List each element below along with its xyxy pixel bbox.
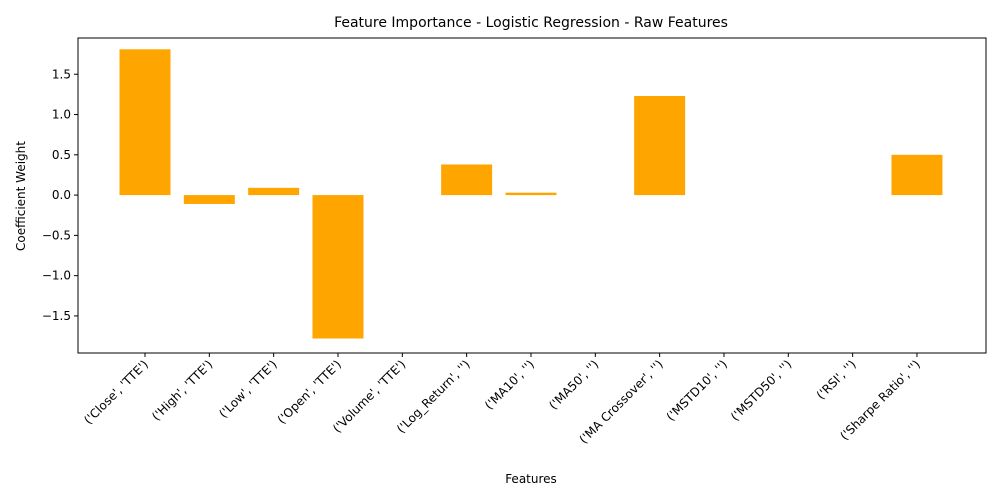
x-tick-label: ('MSTD10', '') <box>664 357 730 423</box>
bar-12 <box>891 154 943 196</box>
y-tick-label: 1.0 <box>52 108 71 122</box>
bar-1 <box>183 195 235 204</box>
y-tick-label: 0.5 <box>52 148 71 162</box>
x-tick-label: ('Low', 'TTE') <box>216 357 280 421</box>
y-axis-label: Coefficient Weight <box>14 141 28 251</box>
x-tick-label: ('MA10', '') <box>482 357 537 412</box>
chart-title: Feature Importance - Logistic Regression… <box>334 15 728 31</box>
y-tick-label: −1.0 <box>42 269 71 283</box>
bar-0 <box>119 49 171 196</box>
bars-group <box>119 49 943 339</box>
bar-5 <box>441 164 493 196</box>
x-tick-label: ('High', 'TTE') <box>149 357 215 423</box>
y-tick-label: 1.5 <box>52 67 71 81</box>
x-tick-label: ('Open', 'TTE') <box>275 357 344 426</box>
y-tick-label: −0.5 <box>42 228 71 242</box>
x-axis-label: Features <box>505 472 557 486</box>
x-axis: ('Close', 'TTE')('High', 'TTE') ('Low', '… <box>81 353 923 446</box>
x-tick-label: ('Close', 'TTE') <box>81 357 151 427</box>
y-tick-label: −1.5 <box>42 309 71 323</box>
x-tick-label: ('MA50', '') <box>546 357 601 412</box>
bar-3 <box>312 195 364 339</box>
bar-8 <box>634 96 686 196</box>
y-tick-label: 0.0 <box>52 188 71 202</box>
y-axis: −1.5 −1.0 −0.5 0.0 0.5 1.0 1.5 <box>42 67 78 323</box>
x-tick-label: ('RSI', '') <box>814 357 859 402</box>
bar-2 <box>248 187 300 196</box>
x-tick-label: ('MSTD50', '') <box>728 357 794 423</box>
bar-6 <box>505 192 557 196</box>
